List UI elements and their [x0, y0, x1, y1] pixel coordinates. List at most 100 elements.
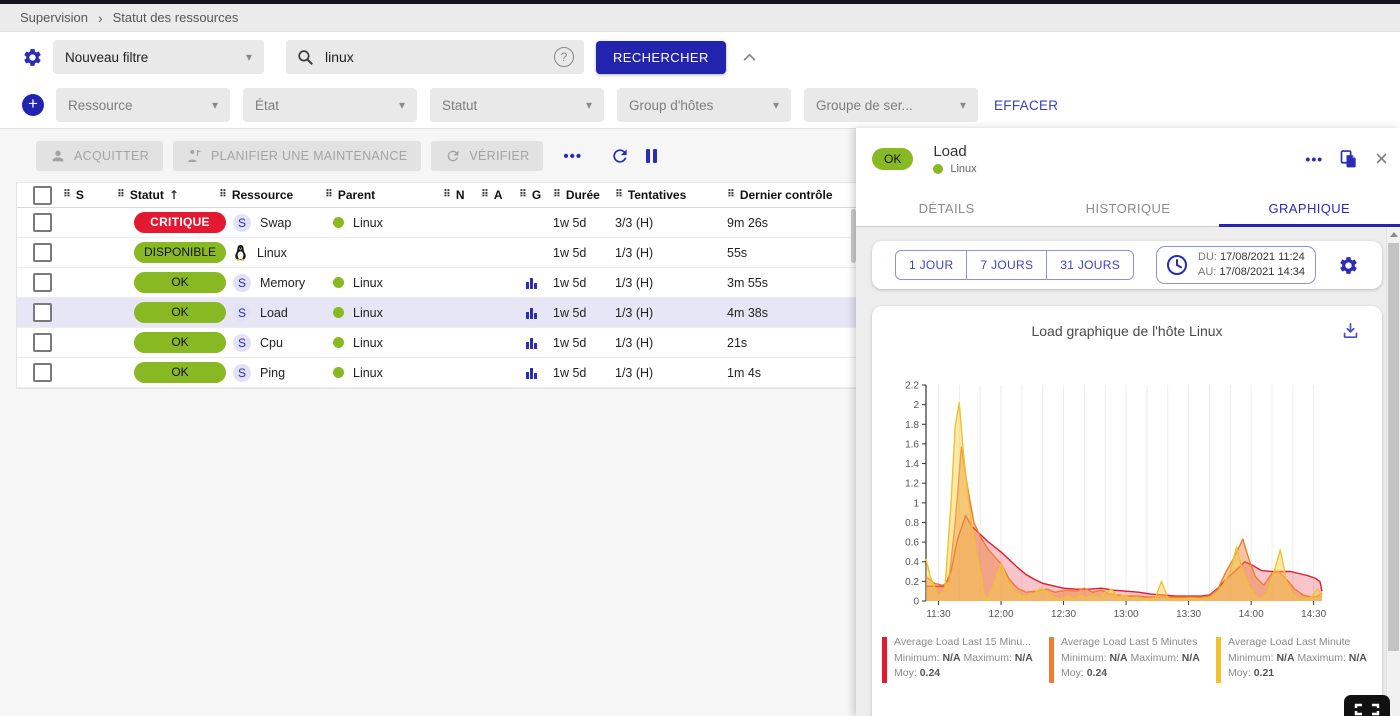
saved-filter-select[interactable]: Nouveau filtre ▾	[53, 40, 264, 74]
collapse-filters-chevron-up-icon[interactable]	[742, 53, 757, 62]
row-checkbox[interactable]	[33, 333, 52, 352]
parent-name[interactable]: Linux	[353, 215, 383, 230]
resource-name[interactable]: Load	[260, 305, 288, 320]
search-button[interactable]: RECHERCHER	[596, 40, 726, 74]
search-input[interactable]	[323, 48, 517, 66]
select-all-checkbox[interactable]	[33, 185, 52, 205]
header-label: G	[531, 188, 542, 202]
table-row-memory[interactable]: OK S Memory Linux 1w 5d 1/3 (H) 3m 55s	[17, 268, 857, 298]
column-header-graph[interactable]: ⠿ G	[519, 188, 553, 202]
panel-more-actions-icon[interactable]: •••	[1305, 151, 1324, 167]
close-panel-icon[interactable]: ×	[1375, 146, 1388, 171]
table-row-swap[interactable]: CRITIQUE S Swap Linux 1w 5d 3/3 (H) 9m 26…	[17, 208, 857, 238]
custom-period-selector[interactable]: DU: 17/08/2021 11:24 AU: 17/08/2021 14:34	[1156, 246, 1316, 284]
range-31-days-button[interactable]: 31 JOURS	[1047, 250, 1135, 280]
performance-graph-icon[interactable]	[519, 306, 553, 319]
column-header-ressource[interactable]: ⠿ Ressource	[219, 188, 325, 202]
drag-grip-icon[interactable]: ⠿	[519, 189, 527, 200]
row-checkbox[interactable]	[33, 213, 52, 232]
panel-title: Load	[933, 143, 967, 160]
scrollbar-up-arrow-icon[interactable]	[1390, 232, 1398, 237]
breadcrumb-item-supervision[interactable]: Supervision	[20, 10, 88, 25]
column-header-duree[interactable]: ⠿ Durée	[553, 188, 615, 202]
scrollbar-thumb[interactable]	[1388, 243, 1399, 651]
performance-graph-icon[interactable]	[519, 276, 553, 289]
column-header-parent[interactable]: ⠿ Parent	[325, 188, 443, 202]
drag-grip-icon[interactable]: ⠿	[63, 189, 71, 200]
legend-item-load5[interactable]: Average Load Last 5 Minutes Minimum: N/A…	[1049, 635, 1207, 683]
column-header-statut[interactable]: ⠿ Statut ↑	[117, 188, 219, 202]
parent-name[interactable]: Linux	[353, 275, 383, 290]
graph-settings-gear-icon[interactable]	[1338, 255, 1359, 276]
parent-name[interactable]: Linux	[353, 365, 383, 380]
drag-grip-icon[interactable]: ⠿	[615, 189, 623, 200]
column-header-action[interactable]: ⠿ A	[481, 188, 519, 202]
resource-name[interactable]: Swap	[260, 215, 292, 230]
resource-name[interactable]: Memory	[260, 275, 306, 290]
panel-scrollbar[interactable]	[1386, 227, 1400, 716]
fullscreen-toggle-button[interactable]	[1344, 695, 1390, 716]
column-header-dernier-controle[interactable]: ⠿ Dernier contrôle	[727, 188, 857, 202]
tab-details[interactable]: DÉTAILS	[918, 200, 975, 216]
range-7-days-button[interactable]: 7 JOURS	[967, 250, 1048, 280]
resource-name[interactable]: Linux	[257, 245, 287, 260]
drag-grip-icon[interactable]: ⠿	[117, 189, 125, 200]
tab-graphique[interactable]: GRAPHIQUE	[1218, 190, 1400, 227]
breadcrumb-item-statut-ressources[interactable]: Statut des ressources	[112, 10, 239, 25]
set-downtime-button[interactable]: PLANIFIER UNE MAINTENANCE	[172, 141, 422, 171]
drag-grip-icon[interactable]: ⠿	[727, 189, 735, 200]
legend-avg-label: Moy:	[1228, 667, 1251, 679]
parent-name[interactable]: Linux	[353, 305, 383, 320]
breadcrumb-separator-icon: ›	[97, 9, 103, 26]
criteria-select-groupe-services[interactable]: Groupe de ser... ▾	[804, 88, 978, 122]
filter-settings-gear-icon[interactable]	[22, 47, 43, 68]
table-row-linux[interactable]: DISPONIBLE Linux 1w 5d 1/3 (H) 55s	[17, 238, 857, 268]
legend-series-name: Average Load Last Minute	[1228, 636, 1351, 648]
download-graph-icon[interactable]	[1341, 321, 1360, 340]
resource-name[interactable]: Ping	[260, 365, 286, 380]
drag-grip-icon[interactable]: ⠿	[219, 189, 227, 200]
acknowledge-button[interactable]: ACQUITTER	[36, 141, 163, 171]
column-header-notes[interactable]: ⠿ N	[443, 188, 481, 202]
criteria-select-statut[interactable]: Statut ▾	[430, 88, 604, 122]
refresh-icon[interactable]	[610, 146, 630, 166]
clear-filters-link[interactable]: EFFACER	[994, 97, 1059, 113]
range-1-day-button[interactable]: 1 JOUR	[894, 250, 968, 280]
graph-card: Load graphique de l'hôte Linux 0 0.2 0.4 0.…	[872, 306, 1382, 716]
tab-historique[interactable]: HISTORIQUE	[1085, 200, 1171, 216]
copy-link-icon[interactable]	[1339, 149, 1359, 169]
row-checkbox[interactable]	[33, 273, 52, 292]
drag-grip-icon[interactable]: ⠿	[553, 189, 561, 200]
criteria-select-ressource[interactable]: Ressource ▾	[56, 88, 230, 122]
help-icon[interactable]: ?	[554, 47, 574, 67]
table-scrollbar-thumb[interactable]	[851, 209, 856, 263]
drag-grip-icon[interactable]: ⠿	[443, 189, 451, 200]
criteria-select-etat[interactable]: État ▾	[243, 88, 417, 122]
row-checkbox[interactable]	[33, 363, 52, 382]
parent-name[interactable]: Linux	[353, 335, 383, 350]
row-checkbox[interactable]	[33, 303, 52, 322]
criteria-select-groupe-hotes[interactable]: Group d'hôtes ▾	[617, 88, 791, 122]
performance-graph-icon[interactable]	[519, 366, 553, 379]
check-button[interactable]: VÉRIFIER	[431, 141, 544, 171]
table-row-cpu[interactable]: OK S Cpu Linux 1w 5d 1/3 (H) 21s	[17, 328, 857, 358]
column-header-severity[interactable]: ⠿ S	[63, 188, 117, 202]
drag-grip-icon[interactable]: ⠿	[481, 189, 489, 200]
drag-grip-icon[interactable]: ⠿	[325, 189, 333, 200]
table-row-ping[interactable]: OK S Ping Linux 1w 5d 1/3 (H) 1m 4s	[17, 358, 857, 388]
header-label: Durée	[565, 188, 600, 202]
add-criteria-button[interactable]: +	[22, 94, 44, 116]
row-checkbox[interactable]	[33, 243, 52, 262]
legend-item-load15[interactable]: Average Load Last 15 Minu... Minimum: N/…	[882, 635, 1040, 683]
legend-min-value: N/A	[942, 651, 961, 664]
legend-item-load1[interactable]: Average Load Last Minute Minimum: N/A Ma…	[1216, 635, 1374, 683]
acknowledge-label: ACQUITTER	[74, 149, 149, 163]
more-actions-icon[interactable]: •••	[563, 147, 583, 165]
panel-host-name[interactable]: Linux	[950, 163, 977, 175]
column-header-tentatives[interactable]: ⠿ Tentatives	[615, 188, 727, 202]
performance-graph-icon[interactable]	[519, 336, 553, 349]
svg-text:12:30: 12:30	[1051, 609, 1076, 620]
resource-name[interactable]: Cpu	[260, 335, 283, 350]
pause-icon[interactable]	[646, 149, 658, 163]
table-row-load[interactable]: OK S Load Linux 1w 5d 1/3 (H) 4m 38s	[17, 298, 857, 328]
